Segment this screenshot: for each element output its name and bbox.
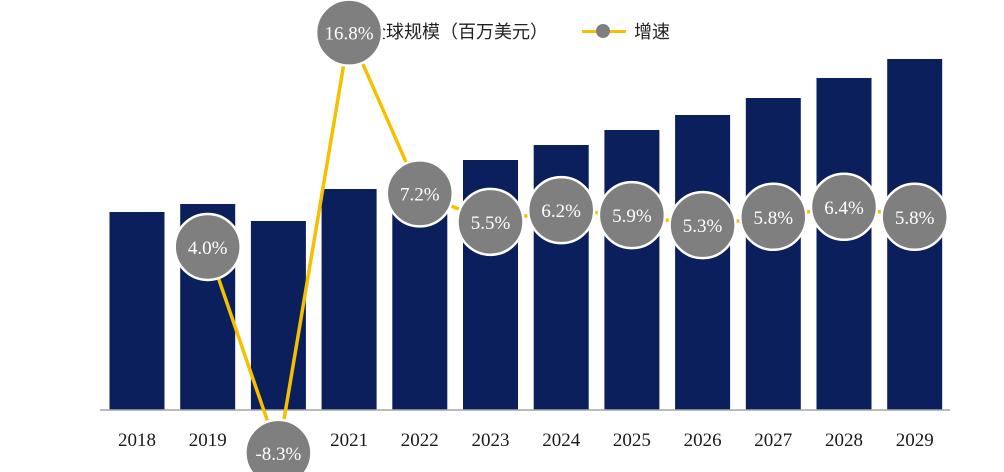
growth-marker-2020 [244,418,313,472]
x-tick-label-2028: 2028 [825,430,863,451]
x-tick-label-2025: 2025 [613,430,651,451]
growth-marker-2024 [526,175,596,245]
x-tick-label-2022: 2022 [401,430,439,451]
growth-label-2020: -8.3% [255,444,301,465]
legend-label-scale: 全球规模（百万美元） [368,22,548,43]
growth-label-2021: 16.8% [325,24,374,45]
growth-label-2023: 5.5% [471,213,511,234]
legend-label-growth: 增速 [634,22,670,43]
bar-2027 [745,98,801,410]
legend-item-growth: 增速 [582,18,670,44]
bar-2020 [250,221,306,410]
bar-2025 [604,130,660,410]
growth-label-2027: 5.8% [754,208,794,229]
x-tick-label-2019: 2019 [189,430,227,451]
growth-marker-2027 [739,182,808,252]
growth-marker-2028 [809,172,879,242]
growth-marker-2021 [314,0,384,67]
x-tick-label-2026: 2026 [684,430,722,451]
growth-marker-2026 [668,190,737,260]
x-tick-label-2027: 2027 [754,430,792,451]
bar-2021 [321,189,377,410]
x-tick-label-2023: 2023 [472,430,510,451]
growth-label-2026: 5.3% [683,216,723,237]
legend-line-swatch [582,24,626,38]
x-tick-label-2018: 2018 [118,430,156,451]
growth-marker-2022 [385,159,455,228]
bar-2028 [816,78,872,410]
growth-label-2019: 4.0% [188,238,228,259]
x-tick-label-2029: 2029 [896,430,934,451]
growth-marker-2019 [173,212,242,282]
growth-marker-2023 [456,187,525,257]
growth-marker-2025 [597,180,667,250]
growth-label-2025: 5.9% [612,206,652,227]
growth-label-2022: 7.2% [400,184,440,205]
growth-label-2024: 6.2% [541,201,581,222]
growth-marker-2029 [880,182,949,252]
x-tick-label-2021: 2021 [330,430,368,451]
bar-2018 [109,212,165,410]
bar-2026 [675,115,731,410]
growth-label-2028: 6.4% [824,198,864,219]
growth-label-2029: 5.8% [895,208,935,229]
x-tick-label-2024: 2024 [542,430,581,451]
